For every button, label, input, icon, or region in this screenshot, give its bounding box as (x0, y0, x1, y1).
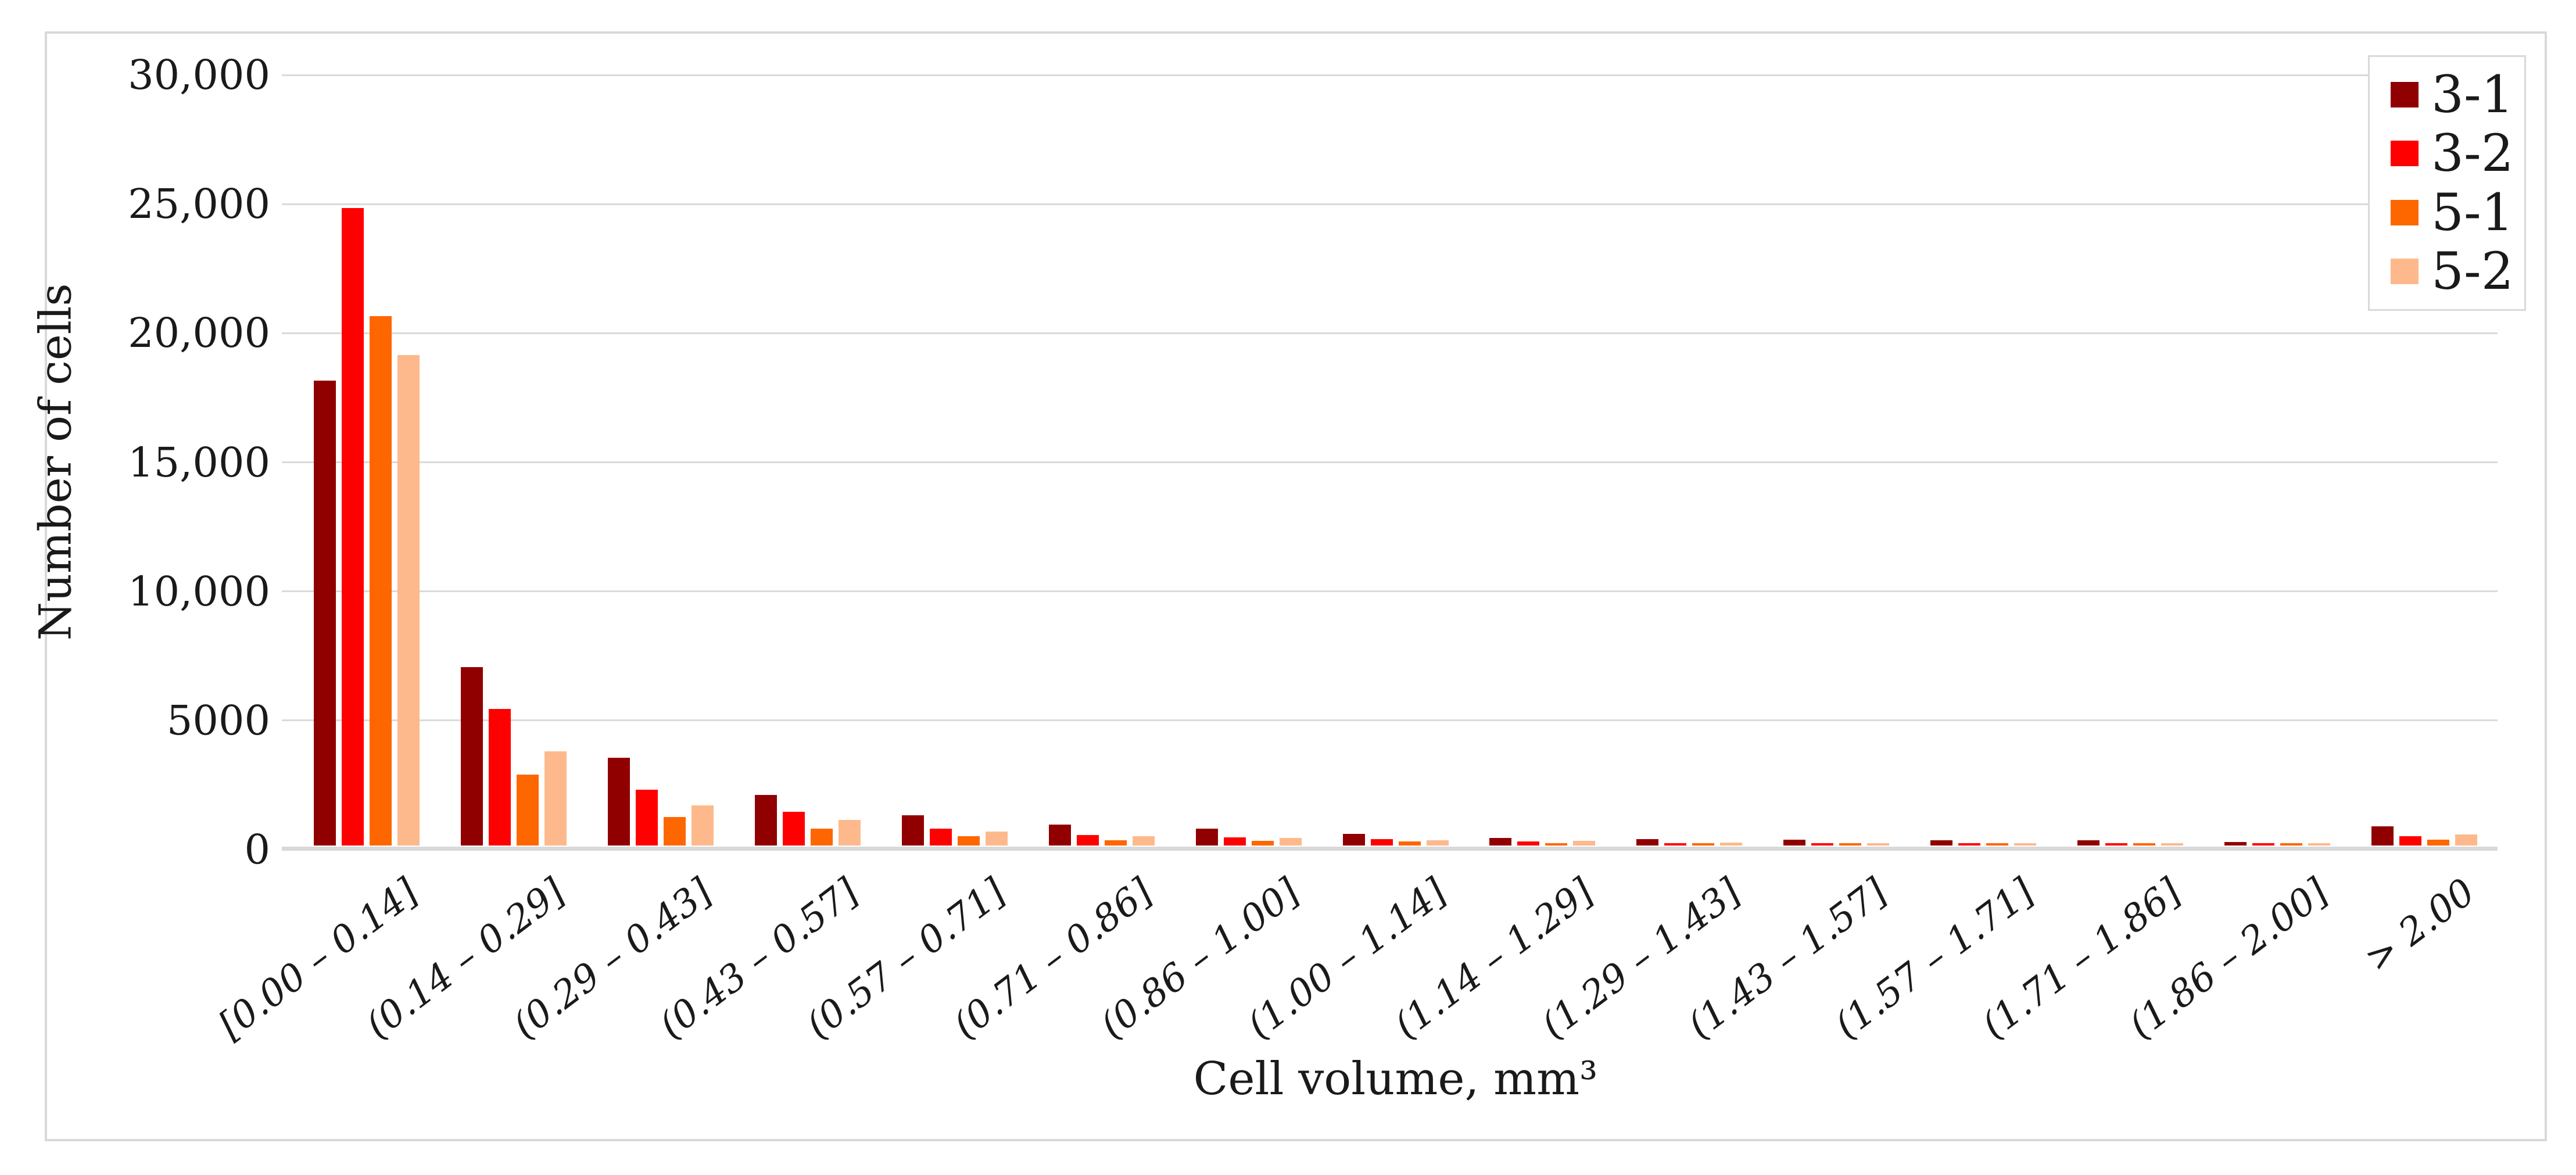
bar-3-1-1 (461, 667, 483, 846)
legend-swatch-icon (2391, 81, 2419, 108)
bar-5-2-2 (692, 805, 714, 846)
bar-3-2-11 (1958, 843, 1980, 846)
bar-5-2-14 (2455, 834, 2477, 846)
bar-5-1-12 (2133, 843, 2155, 846)
legend-item-3-2: 3-2 (2391, 128, 2524, 179)
bar-5-1-14 (2427, 839, 2449, 846)
bar-5-2-11 (2013, 843, 2036, 846)
bar-5-2-0 (397, 354, 420, 846)
y-tick-mark (282, 590, 293, 593)
bar-5-2-7 (1426, 840, 1449, 846)
bar-3-1-8 (1489, 837, 1512, 846)
y-axis-tick-label: 25,000 (128, 180, 270, 228)
bar-5-2-4 (985, 832, 1008, 846)
bar-5-1-1 (517, 774, 539, 846)
bar-5-1-0 (370, 316, 392, 846)
bar-5-1-5 (1104, 840, 1127, 846)
bar-5-2-8 (1573, 840, 1596, 846)
legend: 3-1 3-2 5-1 5-2 (2368, 55, 2526, 311)
bar-5-2-13 (2308, 843, 2330, 846)
bar-3-2-5 (1076, 835, 1099, 846)
x-axis-title: Cell volume, mm³ (1193, 1053, 1598, 1105)
bar-3-2-8 (1517, 841, 1540, 846)
y-axis-tick-label: 20,000 (128, 309, 270, 357)
bar-5-2-12 (2161, 843, 2183, 846)
bar-3-1-9 (1636, 839, 1659, 846)
gridline (293, 590, 2498, 593)
legend-label: 3-2 (2431, 123, 2514, 184)
gridline (293, 203, 2498, 205)
bar-5-2-9 (1720, 843, 1743, 846)
y-tick-mark (282, 719, 293, 722)
y-axis-title: Number of cells (29, 283, 81, 641)
bar-5-1-11 (1986, 843, 2008, 846)
figure-border (45, 31, 2547, 1141)
bar-5-2-3 (839, 820, 861, 846)
bar-5-2-6 (1279, 837, 1302, 846)
gridline (293, 74, 2498, 76)
bar-3-1-12 (2077, 840, 2100, 846)
bar-3-2-10 (1811, 843, 1834, 846)
bar-5-1-7 (1398, 841, 1421, 846)
bar-5-1-10 (1839, 843, 1862, 846)
gridline (293, 332, 2498, 334)
y-axis-tick-label: 15,000 (128, 438, 270, 486)
gridline (293, 461, 2498, 463)
y-tick-mark (282, 74, 293, 76)
bar-3-1-10 (1783, 840, 1806, 846)
y-tick-mark (282, 203, 293, 205)
bar-3-2-14 (2399, 836, 2421, 846)
bar-5-1-6 (1251, 841, 1274, 846)
y-axis-tick-label: 30,000 (128, 51, 270, 99)
bar-3-1-0 (314, 381, 336, 846)
bar-5-1-2 (664, 817, 686, 846)
bar-3-2-13 (2252, 843, 2274, 846)
y-axis-tick-label: 5000 (166, 696, 270, 744)
bar-3-1-14 (2371, 826, 2394, 846)
legend-label: 5-1 (2431, 182, 2514, 242)
bar-5-1-4 (957, 836, 980, 846)
bar-3-2-0 (342, 207, 364, 846)
y-axis-tick-label: 10,000 (128, 567, 270, 615)
bar-3-1-6 (1195, 829, 1218, 846)
bar-3-2-4 (929, 829, 952, 846)
bar-3-2-3 (783, 812, 805, 846)
bar-3-1-3 (755, 795, 778, 846)
bar-5-2-5 (1132, 836, 1155, 846)
bar-5-1-8 (1545, 843, 1568, 846)
y-axis-tick-label: 0 (244, 826, 270, 873)
legend-item-5-2: 5-2 (2391, 246, 2524, 297)
bar-5-1-3 (811, 829, 833, 846)
bar-3-2-2 (636, 790, 658, 846)
bar-3-2-7 (1370, 839, 1393, 846)
legend-swatch-icon (2391, 199, 2419, 225)
bar-5-2-1 (544, 751, 567, 846)
bar-3-2-9 (1664, 843, 1687, 846)
bar-5-1-9 (1692, 843, 1715, 846)
legend-swatch-icon (2391, 259, 2419, 285)
plot-area (282, 74, 2498, 851)
bar-5-2-10 (1867, 843, 1890, 846)
gridline (293, 719, 2498, 722)
y-tick-mark (282, 461, 293, 463)
bar-3-1-5 (1048, 824, 1071, 846)
bar-3-1-11 (1930, 840, 1952, 846)
bar-3-2-1 (489, 708, 511, 846)
legend-label: 5-2 (2431, 241, 2514, 302)
bar-3-2-12 (2105, 843, 2127, 846)
bar-3-2-6 (1223, 837, 1246, 846)
legend-item-5-1: 5-1 (2391, 187, 2524, 238)
bar-5-1-13 (2280, 843, 2302, 846)
y-tick-mark (282, 332, 293, 334)
x-axis-line (282, 847, 2498, 851)
legend-swatch-icon (2391, 141, 2419, 167)
bar-3-1-7 (1342, 834, 1365, 846)
legend-label: 3-1 (2431, 64, 2514, 124)
legend-item-3-1: 3-1 (2391, 69, 2524, 120)
bar-3-1-13 (2224, 842, 2247, 846)
bar-3-1-2 (608, 757, 630, 846)
bar-3-1-4 (901, 815, 924, 846)
